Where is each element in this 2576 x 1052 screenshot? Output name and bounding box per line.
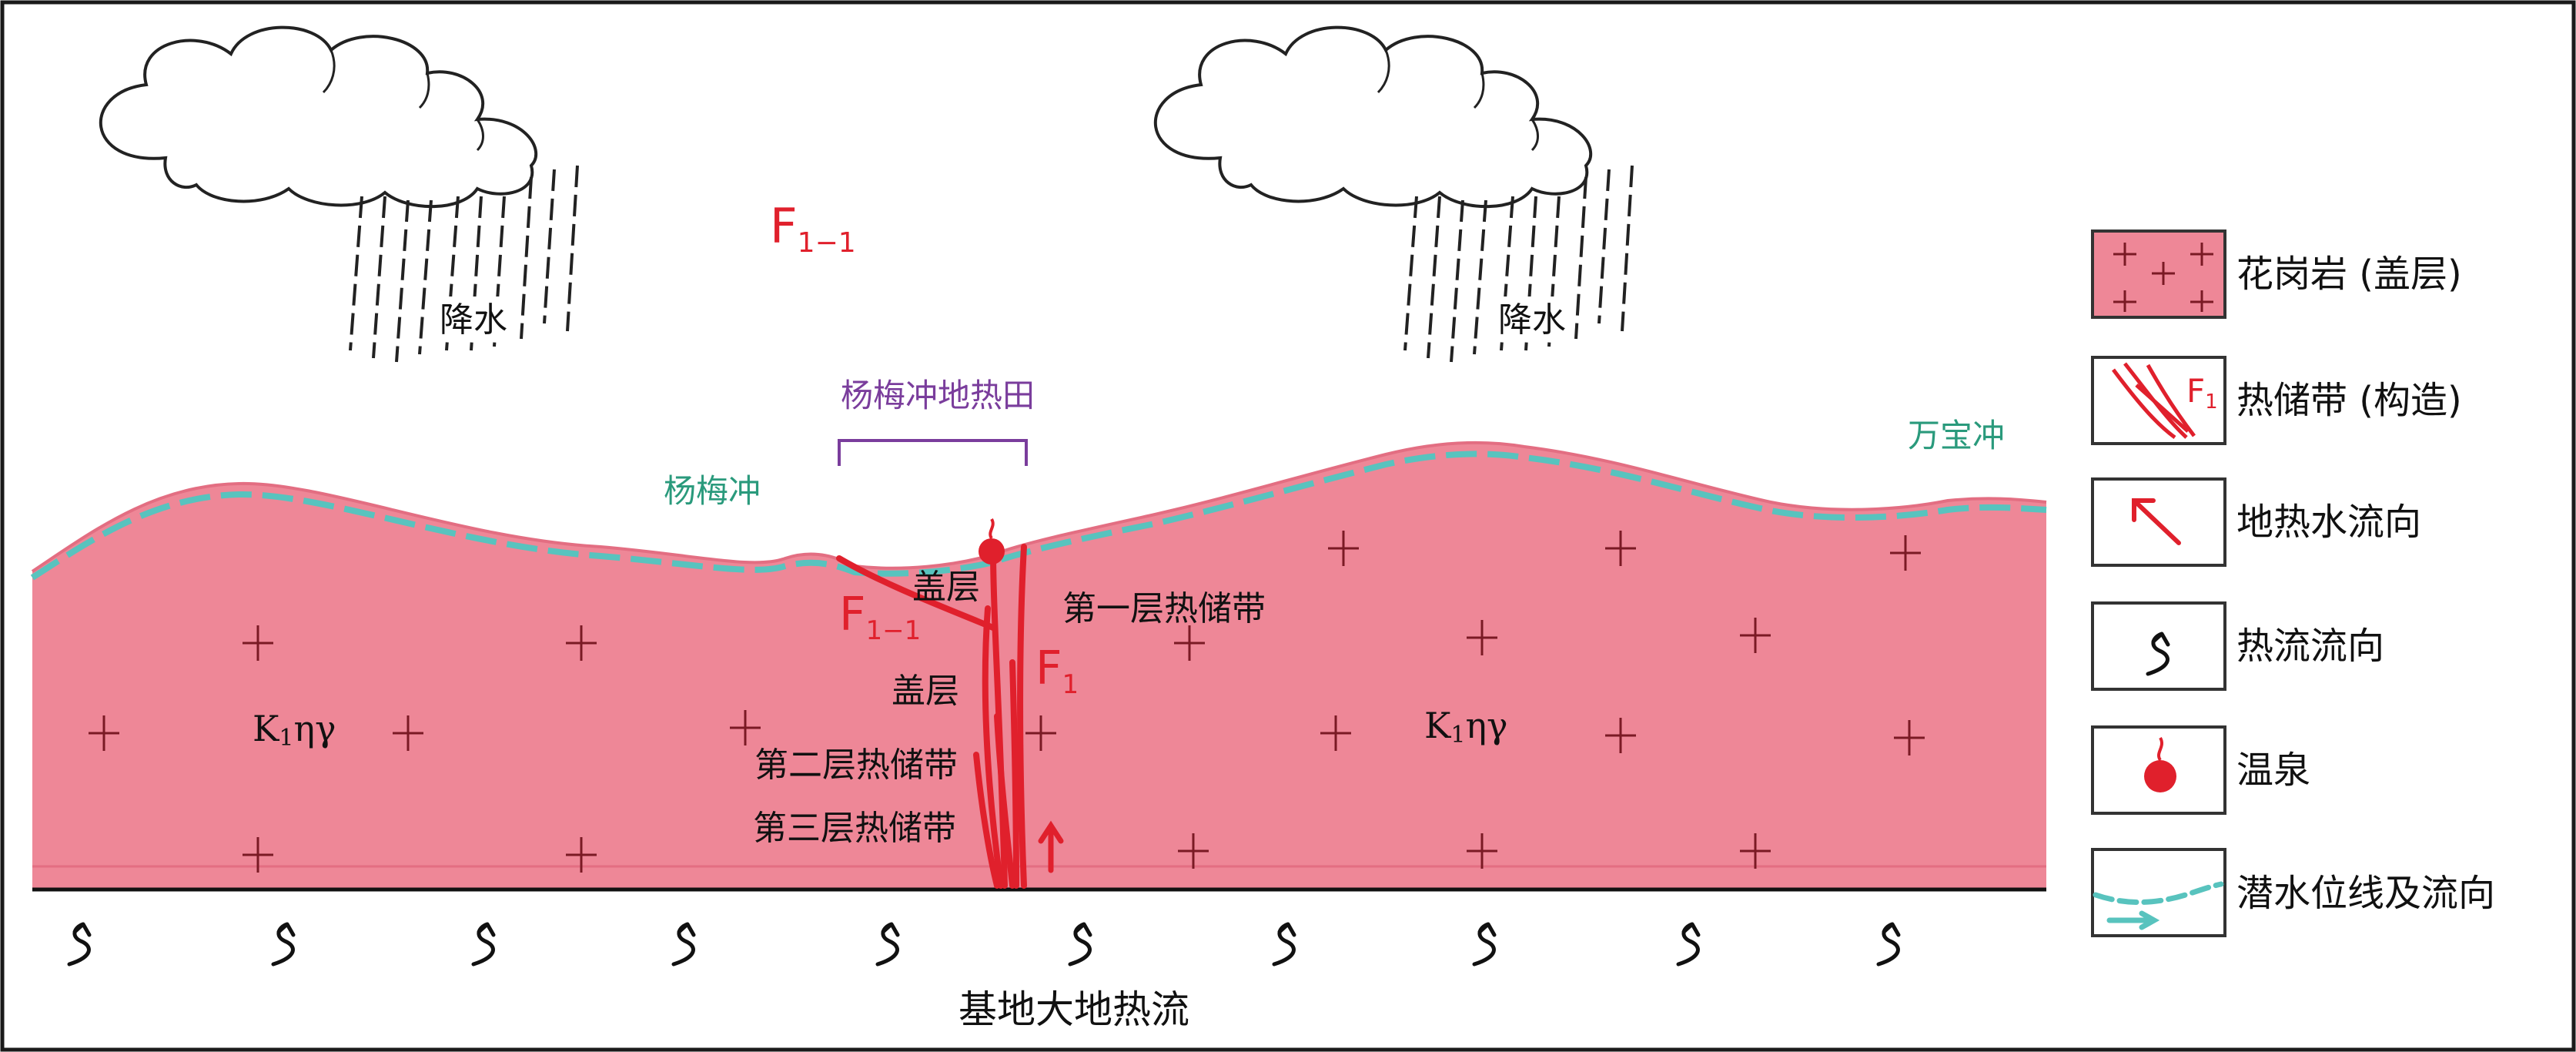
heat-flow-arrow-icon <box>471 922 496 967</box>
rock-code-left: K1ηγ <box>253 708 336 752</box>
heat-flow-arrow-icon <box>271 922 296 967</box>
granite-cross-symbol <box>1467 833 1497 869</box>
heat-flow-arrow-icon <box>1676 922 1701 967</box>
granite-cross-symbol <box>1890 535 1921 571</box>
legend-label-geothermal-flow: 地热水流向 <box>2236 501 2421 544</box>
granite-body <box>32 442 2046 890</box>
granite-cross-symbol <box>1320 715 1351 751</box>
hot-spring-icon <box>979 518 1005 565</box>
granite-cross-symbol <box>1894 720 1925 755</box>
cloud-left-icon <box>99 25 537 209</box>
reservoir-3-label: 第三层热储带 <box>753 809 956 848</box>
rock-code-right: K1ηγ <box>1424 705 1508 749</box>
granite-cross-symbol <box>1605 718 1636 753</box>
heat-flow-arrow-icon <box>1068 922 1092 967</box>
granite-cross-symbol <box>89 715 119 751</box>
granite-cross-symbol <box>730 710 761 745</box>
granite-cross-symbol <box>393 715 423 751</box>
legend-label-water-table: 潜水位线及流向 <box>2236 872 2495 915</box>
heat-flow-arrow-icon <box>875 922 900 967</box>
granite-cross-symbol <box>1467 620 1497 655</box>
heat-flow-arrow-icon <box>67 922 92 967</box>
granite-cross-symbol <box>1740 618 1771 653</box>
fault-line-6 <box>1009 659 1019 889</box>
legend-label-fault-zone: 热储带 (构造) <box>2236 379 2462 422</box>
reservoir-2-label: 第二层热储带 <box>754 745 958 785</box>
legend: 花岗岩 (盖层) F1 热储带 (构造) 地热水流向 <box>2091 229 2495 937</box>
legend-label-granite: 花岗岩 (盖层) <box>2236 253 2462 296</box>
fault-line-3 <box>982 605 1004 889</box>
place-label-wanbaochong: 万宝冲 <box>1908 417 2005 454</box>
caprock-label-lower: 盖层 <box>892 672 959 711</box>
legend-label-hot-spring: 温泉 <box>2236 749 2310 792</box>
fault-zone <box>836 544 1027 889</box>
water-table-legend-icon <box>2093 881 2224 930</box>
geothermal-field-bracket <box>838 439 1028 466</box>
legend-item-water-table: 潜水位线及流向 <box>2091 848 2495 937</box>
granite-cross-symbol <box>566 625 597 661</box>
granite-cross-symbols <box>89 531 1925 873</box>
fault-line-5 <box>973 752 1000 889</box>
geothermal-field-label: 杨梅冲地热田 <box>841 377 1035 414</box>
legend-item-geothermal-flow: 地热水流向 <box>2091 477 2421 567</box>
fault-line-2 <box>1017 544 1027 889</box>
granite-cross-symbol <box>1740 833 1771 869</box>
heat-flow-arrow-icon <box>1876 922 1901 967</box>
granite-cross-symbol <box>566 837 597 873</box>
basal-heat-flow-label: 基地大地热流 <box>958 987 1189 1032</box>
fault-label-f11: F1−1 <box>839 588 921 646</box>
heat-flow-arrow-icon <box>671 922 696 967</box>
fault-f11-line <box>836 555 996 631</box>
precip-label-bg-left <box>431 297 516 341</box>
fault-line-4 <box>994 713 1015 889</box>
fault-label-f1: F1 <box>1035 642 1079 700</box>
granite-top-edge <box>31 441 2047 573</box>
legend-label-heat-flow: 热流流向 <box>2236 625 2384 668</box>
legend-item-hot-spring: 温泉 <box>2091 725 2310 815</box>
heat-flow-legend-icon <box>2146 632 2170 676</box>
granite-cross-symbol <box>1328 531 1359 566</box>
reservoir-1-label: 第一层热储带 <box>1062 589 1266 628</box>
geothermal-flow-arrow-icon <box>1038 820 1064 873</box>
precipitation-label-right: 降水 <box>1498 300 1566 340</box>
place-label-yangmeichong: 杨梅冲 <box>664 472 761 510</box>
geothermal-flow-arrow-legend-icon <box>2132 498 2181 545</box>
granite-cross-symbol <box>1178 833 1209 869</box>
precipitation-label-left: 降水 <box>440 300 507 340</box>
legend-item-granite: 花岗岩 (盖层) <box>2091 229 2462 319</box>
caprock-label-upper: 盖层 <box>912 568 980 607</box>
granite-cross-symbol <box>243 625 273 661</box>
precip-label-bg-right <box>1490 297 1574 341</box>
heat-flow-arrows <box>67 922 1901 967</box>
legend-item-heat-flow: 热流流向 <box>2091 601 2384 691</box>
fault-label-top: F1−1 <box>770 198 856 259</box>
granite-cross-symbol <box>1174 625 1205 661</box>
granite-cross-symbol <box>1605 531 1636 566</box>
fault-line-1 <box>990 548 1008 889</box>
granite-cross-symbol <box>243 837 273 873</box>
fault-zone-swatch-label: F1 <box>2186 372 2218 414</box>
heat-flow-arrow-icon <box>1272 922 1296 967</box>
legend-item-fault-zone: F1 热储带 (构造) <box>2091 356 2462 445</box>
hot-spring-legend-icon <box>2144 736 2176 792</box>
granite-cross-symbol <box>1025 715 1056 751</box>
water-table-line <box>30 451 2047 581</box>
cloud-right-icon <box>1153 25 1592 209</box>
heat-flow-arrow-icon <box>1472 922 1497 967</box>
